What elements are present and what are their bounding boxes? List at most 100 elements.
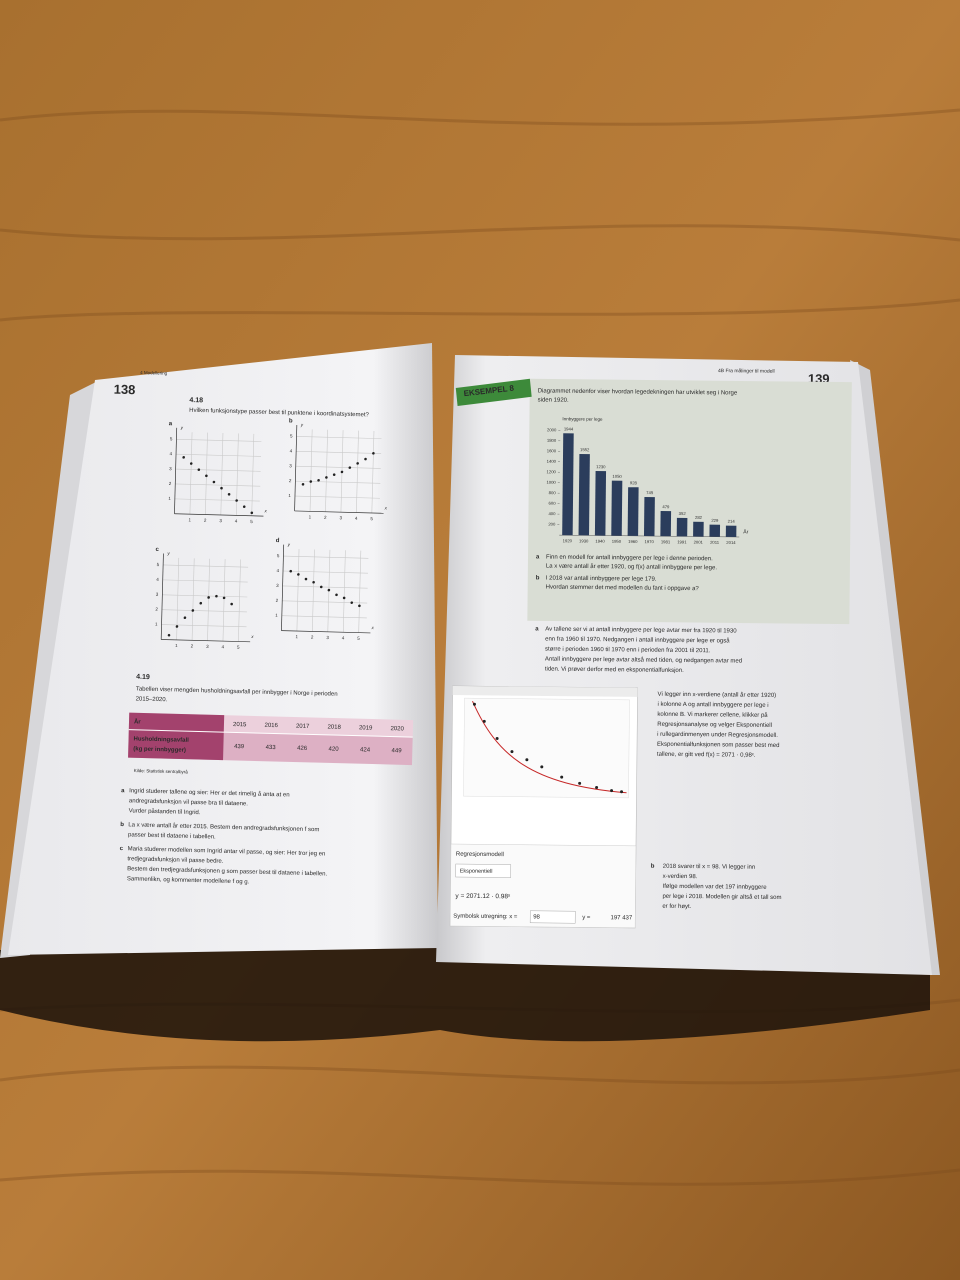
data-point — [199, 601, 203, 605]
data-point — [250, 511, 254, 515]
data-point — [372, 452, 375, 455]
y-tick-label: 3 — [276, 583, 279, 588]
table-header-cell: År — [134, 718, 142, 725]
task-text: Finn en modell for antall innbyggere per… — [546, 555, 713, 563]
model-heading: Regresjonsmodell — [456, 852, 504, 859]
running-head: 4B Fra målinger til modell — [718, 367, 775, 375]
grid-line — [296, 451, 382, 454]
y-axis-label: Innbyggere per lege — [562, 416, 603, 421]
x-axis — [281, 630, 371, 634]
x-tick-label: 1920 — [563, 538, 573, 543]
grid-line — [295, 465, 381, 469]
data-point — [332, 473, 336, 476]
bar-value-label: 229 — [711, 518, 719, 523]
task-text: I 2018 var antall innbyggere per lege 17… — [546, 576, 657, 583]
x-tick-label: 1981 — [661, 539, 671, 544]
x-tick-label: 3 — [339, 515, 342, 520]
y-label: y = — [582, 915, 591, 921]
data-point — [350, 601, 354, 604]
data-point — [230, 602, 233, 606]
scatter-plot: c 1 2 3 4 5 1 2 3 4 5 x y — [155, 547, 254, 650]
x-tick-label: 3 — [326, 635, 329, 640]
grid-line — [205, 432, 208, 515]
left-page — [8, 343, 438, 955]
y-axis — [160, 553, 164, 640]
grid-line — [356, 430, 359, 513]
screenshot-point — [560, 775, 564, 779]
y-axis-label: y — [300, 422, 304, 427]
data-point — [183, 616, 187, 620]
data-point — [312, 580, 315, 584]
exercise-intro: 2015–2020. — [136, 696, 168, 703]
x-tick-label: 4 — [235, 519, 238, 524]
y-tick-label: 400 — [548, 511, 556, 516]
grid-line — [282, 570, 368, 574]
page-number: 138 — [114, 382, 136, 398]
screenshot-point — [472, 702, 476, 706]
solution-text: enn fra 1960 til 1970. Nedgangen i antal… — [545, 636, 730, 645]
table-cell: 449 — [391, 748, 402, 754]
bar — [676, 517, 688, 537]
grid-line — [251, 433, 255, 516]
grid-line — [176, 453, 262, 457]
y-tick-label: 4 — [169, 451, 172, 456]
side-text: i kolonne A og antall innbyggere per leg… — [657, 702, 768, 709]
y-tick-label: 2 — [155, 607, 158, 612]
x-input — [529, 910, 576, 924]
grid-line — [238, 559, 241, 642]
bar — [562, 433, 574, 536]
x-input-value: 98 — [533, 914, 540, 920]
y-axis — [281, 544, 285, 631]
y-tick-label: 4 — [156, 577, 159, 582]
x-tick-label: 4 — [342, 635, 345, 640]
x-tick-label: 2 — [204, 518, 207, 523]
x-tick-label: 1960 — [628, 539, 638, 544]
solution-text: større i perioden 1960 til 1970 enn i pe… — [545, 647, 711, 655]
task-text: Hvordan stemmer det med modellen du fant… — [546, 585, 700, 593]
x-tick-label: 1 — [295, 634, 298, 639]
task-letter: a — [121, 788, 125, 794]
x-axis-label: x — [370, 625, 374, 630]
example-intro: Diagrammet nedenfor viser hvordan legede… — [538, 388, 738, 396]
data-point — [304, 577, 308, 581]
side-text: Eksponentialfunksjonen som passer best m… — [657, 742, 779, 749]
plot-label: d — [276, 538, 280, 544]
x-axis — [294, 510, 384, 514]
source-note: Kilde: Statistisk sentralbyrå — [134, 767, 189, 774]
data-point — [197, 468, 201, 471]
left-page-content: 138 4 Modellering 4.18 Hvilken funksjonstyp… — [114, 370, 414, 885]
data-point — [340, 470, 344, 474]
y-tick-label: 800 — [549, 490, 557, 495]
grid-line — [220, 433, 224, 516]
y-tick-label: 5 — [290, 433, 293, 438]
scatter-plot: d 1 2 3 4 5 1 2 3 4 5 x y — [275, 538, 374, 641]
data-point — [227, 493, 231, 496]
side-text: Vi legger inn x-verdiene (antall år ette… — [658, 691, 777, 699]
task-text: Vurder påstanden til Ingrid. — [129, 807, 201, 816]
x-axis — [174, 513, 264, 517]
solution-letter: b — [651, 864, 655, 870]
data-point — [358, 604, 361, 608]
screenshot-point — [578, 781, 582, 785]
task-letter: b — [536, 575, 540, 581]
x-tick-label: 2011 — [710, 540, 720, 545]
x-tick-label: 1 — [188, 517, 191, 522]
y-tick-label: 5 — [170, 436, 173, 441]
x-tick-label: 1950 — [612, 539, 622, 544]
plot-label: a — [169, 421, 173, 427]
data-point — [356, 462, 359, 465]
solution-text: Av tallene ser vi at antall innbyggere p… — [545, 627, 737, 635]
y-tick-label: 2 — [289, 478, 292, 483]
example-intro: siden 1920. — [538, 397, 569, 403]
regression-curve — [472, 700, 627, 794]
grid-line — [309, 429, 313, 512]
y-axis — [174, 427, 178, 514]
x-tick-label: 5 — [237, 645, 240, 650]
table-header-cell: 2019 — [359, 725, 373, 731]
screenshot-point — [595, 785, 599, 789]
data-point — [215, 594, 218, 598]
side-text: kolonne B. Vi markerer cellene, klikker … — [657, 711, 768, 719]
x-tick-label: 1930 — [579, 538, 589, 543]
